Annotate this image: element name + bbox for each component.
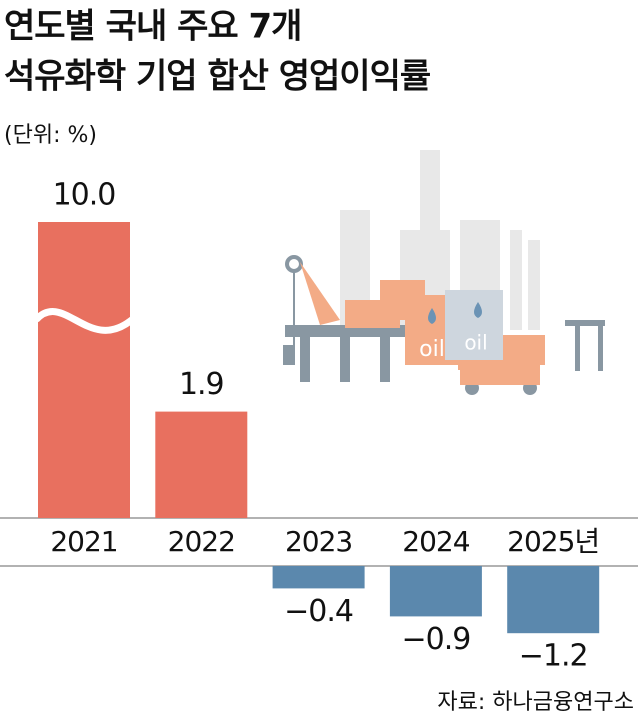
- x-tick-label: 2023: [285, 525, 352, 558]
- value-label: −0.9: [401, 622, 470, 657]
- value-label: −0.4: [284, 594, 353, 629]
- source: 자료: 하나금융연구소: [437, 690, 634, 715]
- x-tick-label: 2024: [402, 525, 469, 558]
- bar: [155, 411, 248, 518]
- bar: [38, 222, 130, 518]
- x-tick-label: 2022: [168, 525, 235, 558]
- chart-subtitle: (단위: %): [4, 123, 97, 148]
- bar: [272, 566, 365, 589]
- value-label: 1.9: [179, 367, 224, 402]
- chart-title: 연도별 국내 주요 7개: [4, 7, 301, 47]
- illustration: oil oil: [283, 150, 605, 395]
- value-label: −1.2: [519, 639, 588, 674]
- illustration-label: oil: [464, 331, 487, 355]
- x-tick-label: 2021: [50, 525, 117, 558]
- bar: [507, 566, 600, 634]
- chart-title: 석유화학 기업 합산 영업이익률: [4, 57, 431, 97]
- bar: [389, 566, 482, 617]
- value-label: 10.0: [53, 178, 116, 213]
- x-tick-label: 2025년: [507, 525, 599, 558]
- illustration-label: oil: [419, 337, 445, 362]
- axis-break: [33, 308, 135, 334]
